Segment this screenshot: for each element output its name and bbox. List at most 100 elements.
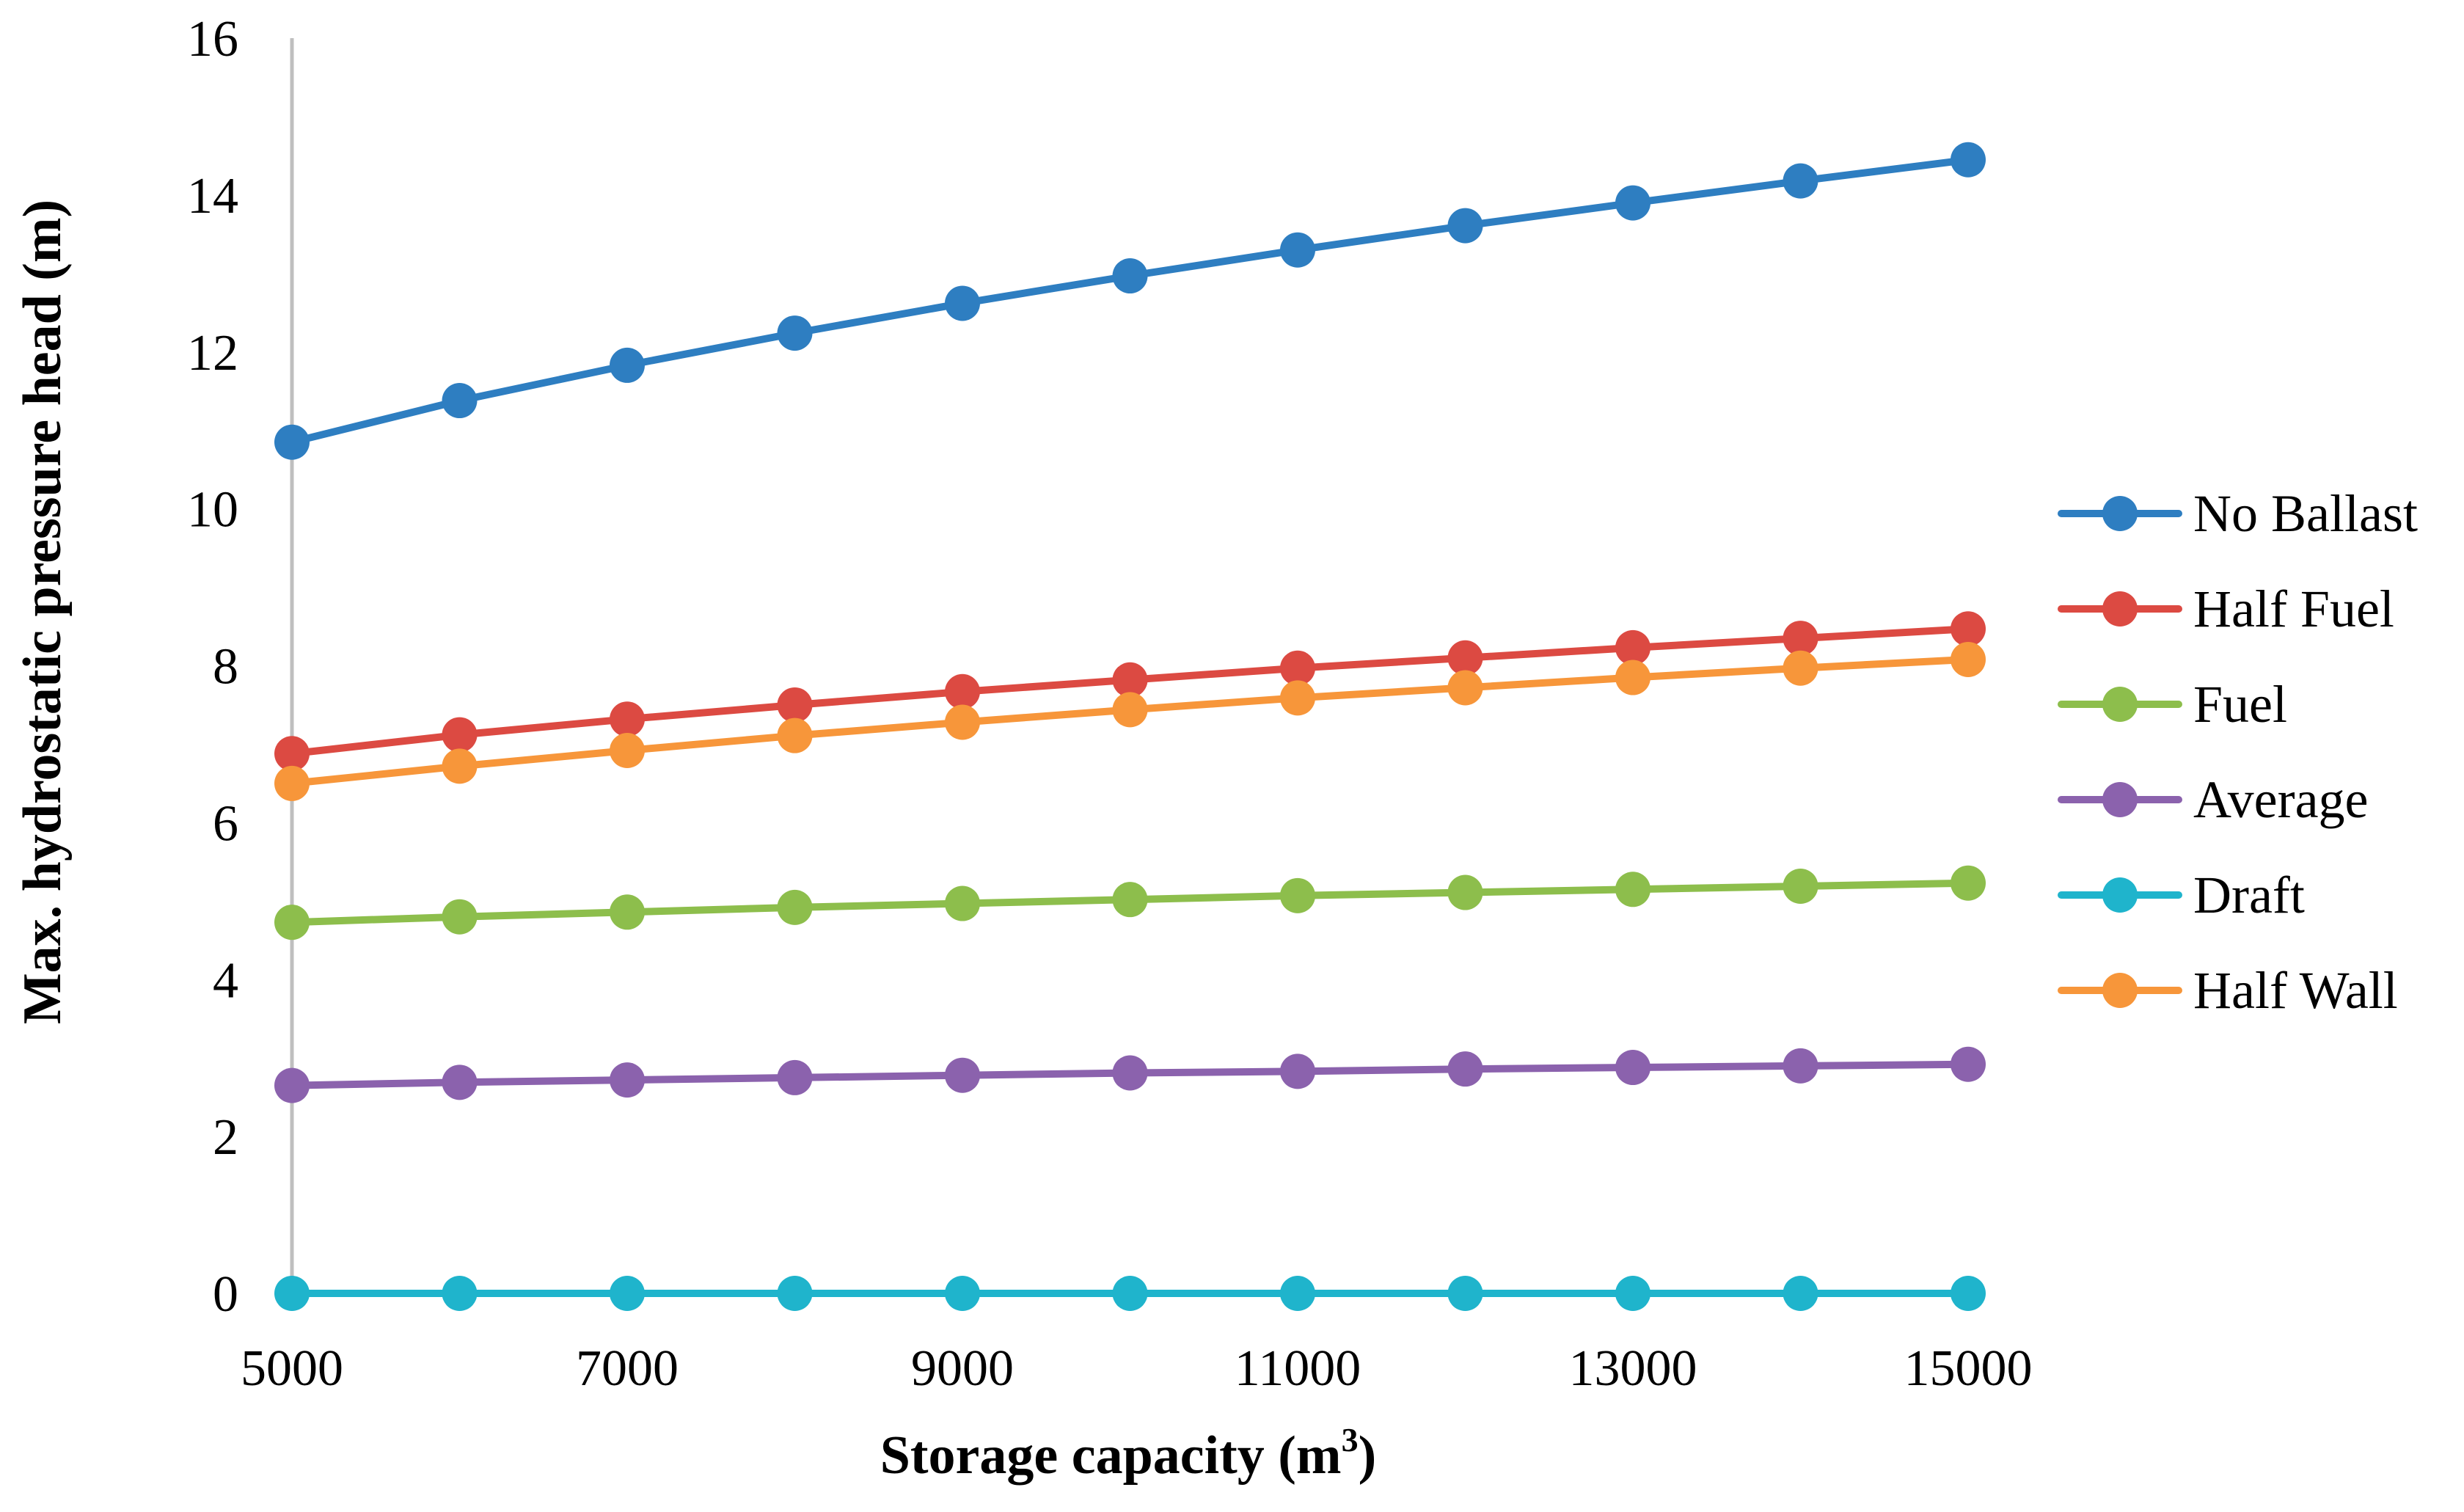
y-tick-label: 16 [187, 11, 238, 67]
data-point [1615, 660, 1650, 695]
data-point [274, 1276, 310, 1311]
x-tick-label: 5000 [241, 1340, 343, 1397]
legend-label: Fuel [2193, 675, 2287, 734]
legend-label: Average [2193, 770, 2369, 829]
x-axis-title: Storage capacity (m3) [880, 1421, 1376, 1486]
legend-label: Half Wall [2193, 961, 2398, 1020]
data-point [1783, 868, 1818, 904]
legend-label: No Ballast [2193, 484, 2418, 543]
y-tick-labels: 0 2 4 6 8 10 12 14 16 [187, 11, 238, 1323]
data-point [1112, 258, 1148, 294]
data-point [1783, 1276, 1818, 1311]
data-point [1280, 680, 1315, 716]
y-tick-label: 0 [213, 1266, 238, 1323]
y-tick-label: 4 [213, 952, 238, 1009]
x-axis-title-suffix: ) [1359, 1425, 1377, 1486]
x-tick-labels: 5000 7000 9000 11000 13000 15000 [241, 1340, 2033, 1397]
data-point [1951, 1046, 1986, 1082]
legend-swatch-marker [2102, 973, 2138, 1008]
data-point [1280, 650, 1315, 686]
data-point [1783, 1048, 1818, 1084]
data-point [1447, 874, 1483, 910]
legend-swatch-marker [2102, 782, 2138, 817]
legend-item: Average [2058, 770, 2369, 829]
legend-swatch-marker [2102, 687, 2138, 722]
data-point [777, 1276, 813, 1311]
data-point [1447, 670, 1483, 706]
data-point [1112, 882, 1148, 918]
data-point [1615, 1276, 1650, 1311]
data-point [1615, 872, 1650, 907]
data-point [274, 736, 310, 772]
data-point [610, 732, 645, 768]
data-point [945, 673, 980, 709]
data-point [945, 1276, 980, 1311]
legend-item: No Ballast [2058, 484, 2418, 543]
legend-item: Fuel [2058, 675, 2287, 734]
series-line [288, 156, 1972, 446]
data-point [1112, 692, 1148, 728]
legend-swatch-marker [2102, 877, 2138, 913]
data-point [1951, 1276, 1986, 1311]
legend: No Ballast Half Fuel Fuel Average Draft Half … [2058, 484, 2418, 1020]
data-point [1447, 1276, 1483, 1311]
data-point [1280, 1276, 1315, 1311]
legend-item: Half Wall [2058, 961, 2398, 1020]
data-point [1783, 650, 1818, 686]
data-point [1615, 1050, 1650, 1086]
data-point [274, 424, 310, 460]
legend-item: Half Fuel [2058, 580, 2394, 638]
data-point [1951, 641, 1986, 677]
data-point [442, 748, 478, 784]
y-tick-label: 10 [187, 482, 238, 538]
x-axis-title-superscript: 3 [1342, 1421, 1359, 1458]
data-point [1280, 1053, 1315, 1089]
data-point [1951, 865, 1986, 901]
series-lines [274, 142, 1986, 1311]
data-point [442, 1276, 478, 1311]
x-tick-label: 11000 [1235, 1340, 1361, 1397]
data-point [442, 1064, 478, 1100]
x-tick-label: 15000 [1904, 1340, 2033, 1397]
y-tick-label: 2 [213, 1109, 238, 1166]
x-axis-title-text: Storage capacity (m [880, 1425, 1342, 1486]
series-average [274, 1046, 1986, 1103]
data-point [1447, 1051, 1483, 1087]
data-point [1951, 142, 1986, 178]
data-point [1280, 232, 1315, 268]
data-point [1447, 640, 1483, 676]
data-point [1615, 629, 1650, 665]
data-point [777, 315, 813, 351]
series-no-ballast [274, 142, 1986, 460]
data-point [777, 687, 813, 723]
data-point [1112, 1055, 1148, 1091]
legend-label: Draft [2193, 866, 2305, 924]
data-point [945, 704, 980, 740]
y-axis-title: Max. hydrostatic pressure head (m) [12, 200, 73, 1024]
data-point [274, 1067, 310, 1103]
data-point [945, 1057, 980, 1093]
data-point [1280, 877, 1315, 913]
series-half-wall [274, 641, 1986, 801]
data-point [610, 347, 645, 383]
series-draft [274, 1276, 1986, 1311]
y-tick-label: 8 [213, 639, 238, 695]
series-half-fuel [274, 611, 1986, 772]
data-point [1112, 1276, 1148, 1311]
data-point [1783, 621, 1818, 657]
legend-item: Draft [2058, 866, 2305, 924]
y-tick-label: 12 [187, 325, 238, 381]
x-tick-label: 13000 [1569, 1340, 1697, 1397]
legend-label: Half Fuel [2193, 580, 2394, 638]
legend-swatch-marker [2102, 591, 2138, 627]
data-point [274, 905, 310, 941]
legend-swatch-marker [2102, 496, 2138, 531]
data-point [1112, 662, 1148, 698]
data-point [442, 899, 478, 935]
data-point [1447, 208, 1483, 244]
data-point [777, 717, 813, 753]
x-tick-label: 9000 [911, 1340, 1014, 1397]
x-tick-label: 7000 [576, 1340, 679, 1397]
data-point [610, 1062, 645, 1098]
